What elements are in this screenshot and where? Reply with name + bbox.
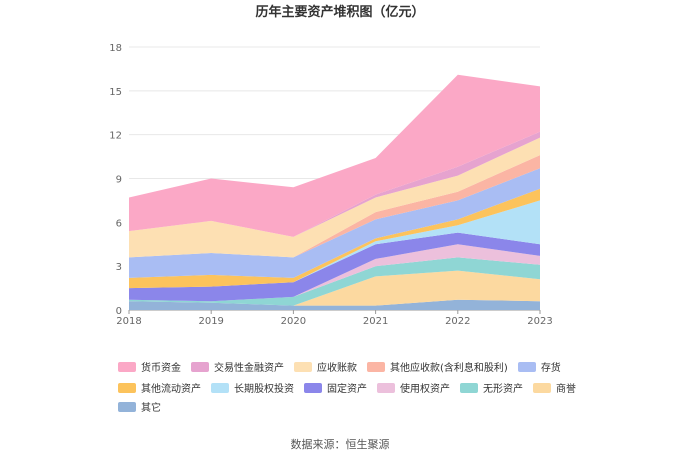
legend-item[interactable]: 其他应收款(含利息和股利): [367, 359, 508, 374]
legend-item[interactable]: 其他流动资产: [118, 380, 201, 395]
y-tick-label: 12: [109, 131, 122, 142]
legend-item[interactable]: 商誉: [533, 380, 576, 395]
legend-row-1: 货币资金 交易性金融资产 应收账款 其他应收款(含利息和股利) 存货: [118, 359, 571, 374]
legend-item[interactable]: 交易性金融资产: [191, 359, 284, 374]
legend-swatch: [118, 382, 136, 393]
area-series-6: [129, 188, 540, 289]
legend-label: 固定资产: [327, 384, 367, 395]
area-series-8: [129, 155, 540, 258]
legend-label: 无形资产: [483, 384, 523, 395]
area-series-3: [129, 244, 540, 302]
legend-label: 其他应收款(含利息和股利): [390, 363, 508, 374]
legend-row-3: 其它: [118, 399, 171, 414]
area-series-10: [129, 131, 540, 237]
legend-label: 交易性金融资产: [214, 363, 284, 374]
axes: 0 3 6 9 12 15 18 2018 2019 2020 2021 2022 2023: [109, 43, 552, 327]
area-series-7: [129, 168, 540, 278]
legend-swatch: [533, 382, 551, 393]
legend-item[interactable]: 应收账款: [294, 359, 357, 374]
data-source-note: 数据来源：恒生聚源: [290, 438, 390, 451]
legend-swatch: [377, 382, 395, 393]
legend-swatch: [460, 382, 478, 393]
legend-label: 其他流动资产: [141, 384, 201, 395]
legend-label: 其它: [141, 403, 161, 414]
x-tick-label: 2023: [527, 316, 552, 327]
legend-item[interactable]: 货币资金: [118, 359, 181, 374]
legend-label: 存货: [540, 363, 561, 374]
legend-item[interactable]: 使用权资产: [377, 380, 450, 395]
area-series-4: [129, 232, 540, 302]
x-tick-label: 2018: [116, 316, 141, 327]
legend-swatch: [367, 361, 385, 372]
legend-item[interactable]: 存货: [517, 359, 561, 374]
legend-row-2: 其他流动资产 长期股权投资 固定资产 使用权资产 无形资产 商誉: [118, 380, 586, 395]
legend-swatch: [191, 361, 209, 372]
stacked-area-chart: 历年主要资产堆积图（亿元） 0 3 6 9 12 15 18 2018 2019 2020 2021…: [109, 4, 552, 327]
y-tick-label: 15: [109, 87, 122, 98]
legend-label: 商誉: [556, 384, 576, 395]
legend-swatch: [118, 361, 136, 372]
x-tick-label: 2019: [198, 316, 223, 327]
area-series-11: [129, 74, 540, 237]
y-tick-label: 18: [109, 43, 122, 54]
legend-label: 长期股权投资: [234, 384, 294, 395]
x-tick-label: 2021: [363, 316, 388, 327]
legend-item[interactable]: 其它: [118, 399, 161, 414]
area-series-1: [129, 270, 540, 306]
legend-swatch: [294, 361, 312, 372]
legend-label: 货币资金: [141, 363, 181, 374]
x-tick-label: 2020: [281, 316, 306, 327]
legend-swatch: [304, 382, 322, 393]
y-tick-label: 0: [116, 306, 122, 317]
legend-item[interactable]: 长期股权投资: [211, 380, 294, 395]
area-series-group: [129, 74, 540, 310]
legend-label: 应收账款: [317, 363, 357, 374]
legend-swatch: [211, 382, 229, 393]
legend-item[interactable]: 无形资产: [460, 380, 523, 395]
legend-label: 使用权资产: [400, 384, 450, 395]
y-tick-label: 6: [116, 218, 122, 229]
legend-swatch: [118, 401, 136, 412]
area-series-9: [129, 137, 540, 258]
y-tick-label: 9: [116, 175, 122, 186]
area-series-2: [129, 257, 540, 306]
x-tick-label: 2022: [445, 316, 470, 327]
y-tick-label: 3: [116, 262, 122, 273]
area-series-0: [129, 299, 540, 310]
legend-item[interactable]: 固定资产: [304, 380, 367, 395]
chart-title: 历年主要资产堆积图（亿元）: [255, 4, 424, 20]
legend-swatch: [517, 361, 536, 372]
